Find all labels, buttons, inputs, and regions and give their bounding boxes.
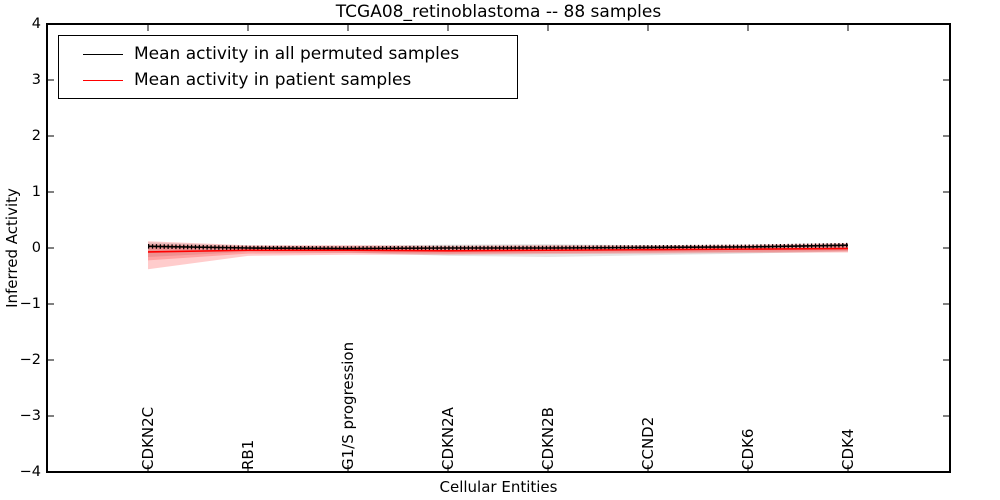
- legend-label-permuted: Mean activity in all permuted samples: [134, 44, 460, 64]
- y-tick-label: −1: [19, 296, 41, 312]
- x-tick-label: CDKN2B: [539, 407, 557, 470]
- x-tick-label: CCND2: [639, 416, 657, 470]
- y-tick-label: 2: [31, 128, 41, 144]
- y-tick-label: −4: [19, 464, 41, 480]
- legend-label-patient: Mean activity in patient samples: [134, 70, 412, 90]
- legend-item-permuted: Mean activity in all permuted samples: [67, 41, 509, 67]
- y-tick-label: −3: [19, 408, 41, 424]
- x-tick-label: G1/S progression: [339, 341, 357, 470]
- legend-line-patient-icon: [83, 79, 123, 81]
- x-tick-label: CDK6: [739, 428, 757, 470]
- permuted-mean-line: [147, 244, 849, 250]
- y-tick-label: 3: [31, 72, 41, 88]
- legend-item-patient: Mean activity in patient samples: [67, 67, 509, 93]
- x-axis-title: Cellular Entities: [439, 478, 558, 496]
- patient-mean-line: [147, 247, 849, 253]
- y-tick-label: 4: [31, 16, 41, 32]
- legend: Mean activity in all permuted samples Me…: [58, 35, 518, 99]
- y-tick-label: 0: [31, 240, 41, 256]
- y-tick-label: −2: [19, 352, 41, 368]
- x-tick-label: CDKN2C: [139, 406, 157, 470]
- chart-title: TCGA08_retinoblastoma -- 88 samples: [335, 2, 662, 22]
- x-tick-label: CDKN2A: [439, 407, 457, 470]
- x-tick-label: CDK4: [839, 428, 857, 470]
- legend-line-permuted-icon: [83, 53, 123, 55]
- permuted-band: [148, 242, 848, 257]
- x-tick-label: RB1: [239, 439, 257, 470]
- y-tick-label: 1: [31, 184, 41, 200]
